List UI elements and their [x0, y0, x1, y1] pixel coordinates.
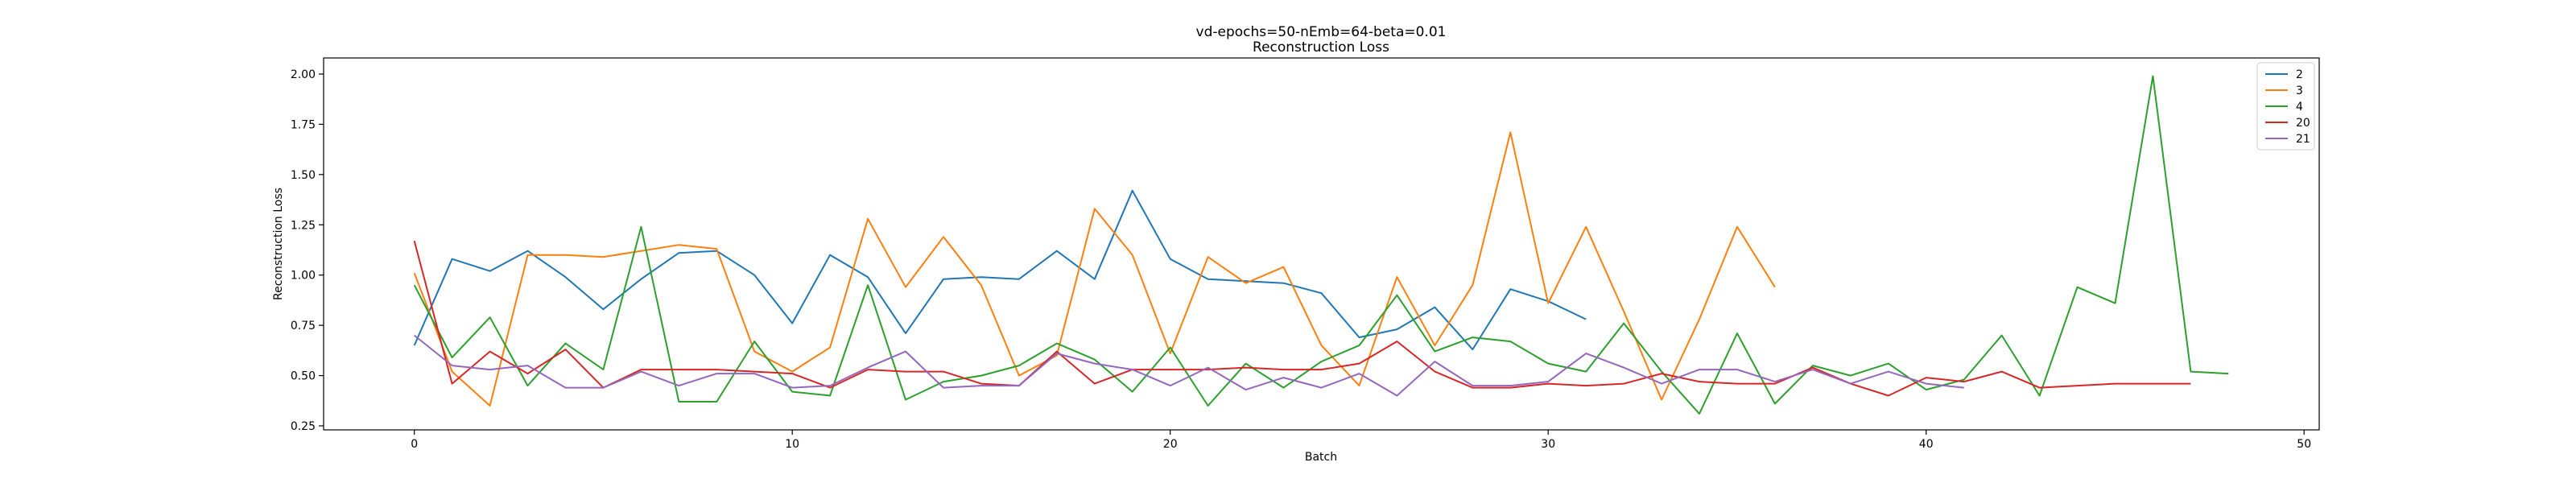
- x-tick-label: 50: [2297, 438, 2311, 451]
- series-line-4: [413, 75, 2229, 415]
- y-tick-label: 0.75: [291, 320, 316, 332]
- x-tick-label: 20: [1163, 438, 1178, 451]
- x-tick-label: 0: [411, 438, 418, 451]
- x-axis: 0 10 20 30 40 50: [411, 430, 2311, 451]
- x-tick-label: 10: [785, 438, 799, 451]
- y-tick-label: 1.75: [291, 118, 316, 131]
- y-tick-label: 1.50: [291, 169, 316, 182]
- legend-label-21: 21: [2296, 133, 2310, 146]
- y-tick-label: 0.50: [291, 370, 316, 383]
- series-line-20: [413, 241, 2191, 397]
- x-tick-label: 30: [1541, 438, 1555, 451]
- legend-label-20: 20: [2296, 117, 2310, 130]
- y-tick-label: 1.00: [291, 270, 316, 283]
- y-tick-label: 1.25: [291, 219, 316, 232]
- series-line-2: [413, 189, 1587, 351]
- y-axis: 0.25 0.50 0.75 1.00 1.25 1.50 1.75 2.00: [291, 68, 324, 433]
- x-tick-label: 40: [1919, 438, 1934, 451]
- series-line-21: [414, 334, 1964, 397]
- y-tick-label: 2.00: [291, 68, 316, 81]
- legend: 2 3 4 20 21: [2256, 62, 2315, 151]
- legend-label-4: 4: [2296, 101, 2303, 114]
- legend-label-2: 2: [2296, 68, 2303, 81]
- y-axis-label: Reconstruction Loss: [272, 188, 285, 300]
- x-axis-label: Batch: [1305, 451, 1337, 464]
- plot-area: [413, 75, 2229, 415]
- chart-subtitle: Reconstruction Loss: [1253, 39, 1389, 56]
- legend-label-3: 3: [2296, 85, 2303, 97]
- y-tick-label: 0.25: [291, 420, 316, 433]
- plot-frame: [323, 57, 2320, 431]
- series-layer: [413, 75, 2229, 415]
- series-line-3: [413, 131, 1776, 407]
- chart-title: vd-epochs=50-nEmb=64-beta=0.01: [1196, 24, 1447, 40]
